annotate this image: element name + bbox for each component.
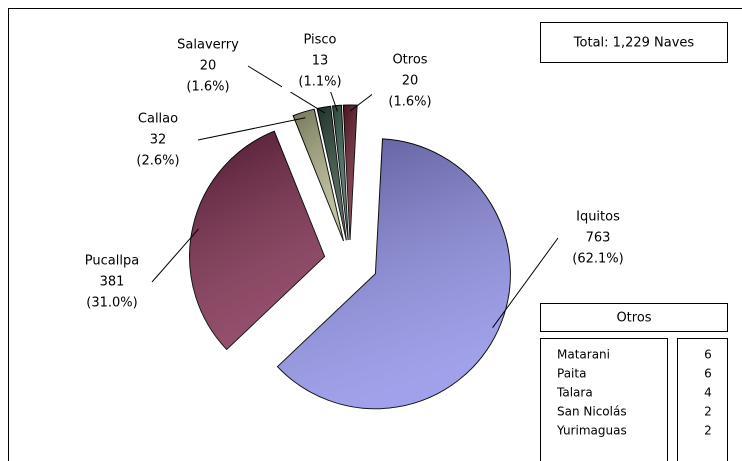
label-bg <box>282 30 358 92</box>
leader-line <box>151 228 199 283</box>
slice-label-percent: (31.0%) <box>86 296 137 311</box>
table-name: San Nicolás <box>557 405 627 419</box>
leader-line <box>492 237 559 329</box>
table-value: 2 <box>704 405 712 419</box>
slice-shade <box>293 109 344 241</box>
slice-label-name: Salaverry <box>177 38 239 53</box>
slice-label-name: Pucallpa <box>85 254 139 269</box>
slice-label-percent: (1.6%) <box>388 95 431 110</box>
slice-label-value: 13 <box>312 54 329 69</box>
frame <box>8 8 742 461</box>
table-value: 6 <box>704 367 712 381</box>
table-name: Yurimaguas <box>556 424 627 438</box>
slice-shade <box>189 131 325 350</box>
slice-label-percent: (1.6%) <box>186 80 229 95</box>
table-value: 2 <box>704 424 712 438</box>
slice-shade <box>343 105 358 241</box>
table-name: Talara <box>556 386 593 400</box>
slice-label-name: Iquitos <box>576 210 620 225</box>
slice-label-percent: (1.1%) <box>298 75 341 90</box>
table-names-box <box>540 338 668 461</box>
slice-label-name: Callao <box>138 112 178 127</box>
slice-label-percent: (62.1%) <box>572 252 623 267</box>
slice-label-name: Pisco <box>303 33 336 48</box>
slice-label-value: 763 <box>586 231 611 246</box>
slice-label-percent: (2.6%) <box>136 154 179 169</box>
slice-label-value: 381 <box>100 275 125 290</box>
total-box <box>540 22 728 63</box>
slice-label-value: 32 <box>150 133 167 148</box>
slice-label-value: 20 <box>402 74 419 89</box>
table-title-box <box>540 303 728 332</box>
table-value: 4 <box>704 386 712 400</box>
slice-shade <box>332 105 349 241</box>
total-label: Total: 1,229 Naves <box>573 36 695 51</box>
slice-shade <box>277 138 511 409</box>
table-name: Paita <box>557 367 586 381</box>
label-bg <box>170 35 246 97</box>
table-title: Otros <box>616 311 651 326</box>
table-values-box <box>677 338 728 461</box>
slice-label-value: 20 <box>200 59 217 74</box>
leader-line <box>197 117 306 141</box>
label-bg <box>74 251 150 313</box>
label-bg <box>560 207 636 269</box>
label-bg <box>120 109 196 171</box>
slice-shade <box>317 106 347 241</box>
slice-label-name: Otros <box>392 53 427 68</box>
table-name: Matarani <box>557 348 610 362</box>
table-value: 6 <box>704 348 712 362</box>
label-bg <box>372 50 448 112</box>
pie <box>189 104 511 410</box>
